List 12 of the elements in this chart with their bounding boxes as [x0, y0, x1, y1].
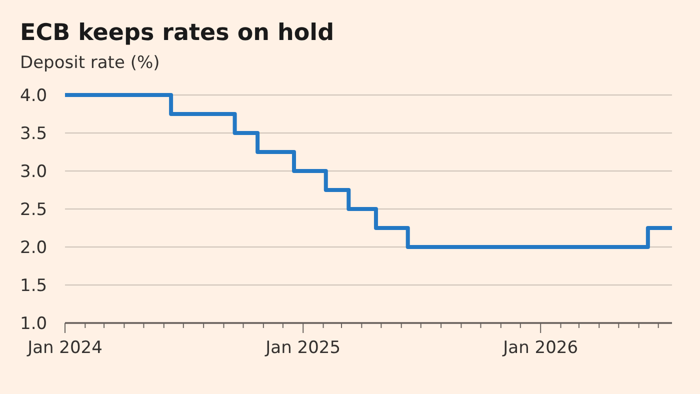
y-tick-label: 3.5 — [20, 124, 48, 144]
y-tick-label: 1.0 — [20, 314, 48, 334]
chart-subtitle: Deposit rate (%) — [20, 53, 160, 73]
y-tick-label: 2.5 — [20, 200, 48, 220]
y-tick-label: 1.5 — [20, 276, 48, 296]
y-tick-label: 2.0 — [20, 238, 48, 258]
y-tick-label: 3.0 — [20, 162, 48, 182]
x-tick-label: Jan 2026 — [502, 338, 578, 358]
chart-title: ECB keeps rates on hold — [20, 20, 334, 46]
y-tick-label: 4.0 — [20, 86, 48, 106]
x-tick-label: Jan 2025 — [264, 338, 341, 358]
x-tick-label: Jan 2024 — [26, 338, 102, 358]
